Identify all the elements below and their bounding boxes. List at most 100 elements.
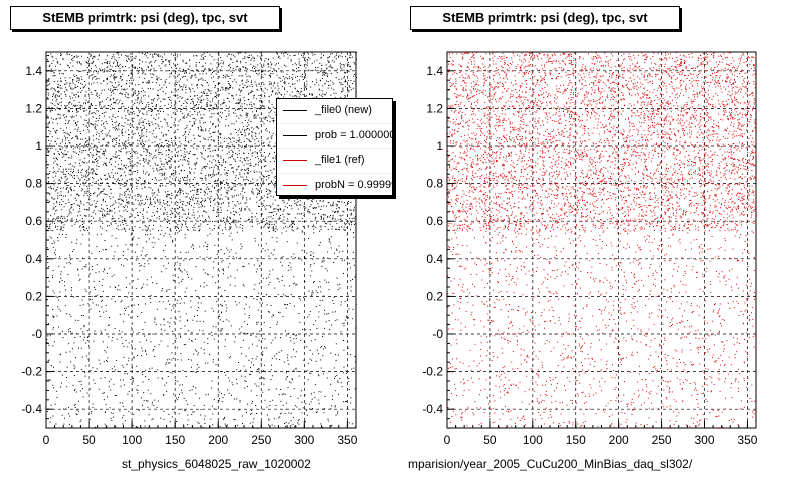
- scatter-point: [187, 193, 189, 195]
- scatter-point: [146, 111, 148, 113]
- scatter-point: [197, 107, 199, 109]
- scatter-point: [197, 189, 199, 190]
- scatter-point: [268, 212, 270, 214]
- scatter-point: [262, 181, 264, 183]
- scatter-point: [291, 77, 293, 79]
- scatter-point: [218, 221, 219, 223]
- scatter-point: [149, 199, 151, 200]
- scatter-point: [101, 211, 103, 212]
- scatter-point: [48, 130, 50, 131]
- scatter-point: [324, 226, 326, 227]
- scatter-point: [120, 160, 122, 162]
- scatter-point: [84, 141, 86, 143]
- scatter-point: [186, 109, 188, 111]
- scatter-point: [104, 68, 106, 70]
- scatter-point: [110, 192, 112, 194]
- scatter-point: [128, 142, 130, 144]
- scatter-point: [142, 73, 144, 75]
- scatter-point: [283, 200, 285, 202]
- scatter-point: [175, 176, 177, 178]
- scatter-point: [217, 212, 219, 214]
- scatter-point: [307, 53, 309, 55]
- scatter-point: [185, 192, 187, 194]
- scatter-point: [197, 97, 199, 99]
- scatter-point: [332, 210, 334, 212]
- scatter-point: [229, 216, 231, 218]
- scatter-point: [57, 95, 58, 97]
- scatter-point: [253, 103, 255, 105]
- scatter-point: [88, 121, 90, 123]
- scatter-point: [254, 172, 256, 173]
- scatter-point: [349, 209, 351, 211]
- scatter-point: [110, 222, 112, 224]
- scatter-point: [103, 71, 105, 73]
- scatter-point: [106, 178, 108, 180]
- scatter-point: [67, 109, 69, 111]
- scatter-point: [164, 203, 166, 205]
- scatter-point: [221, 146, 223, 148]
- scatter-point: [236, 211, 237, 213]
- scatter-point: [333, 61, 335, 63]
- scatter-point: [121, 221, 123, 223]
- scatter-point: [256, 212, 258, 214]
- scatter-point: [217, 156, 219, 158]
- scatter-point: [80, 190, 82, 192]
- scatter-point: [335, 203, 337, 205]
- scatter-point: [62, 168, 64, 170]
- scatter-point: [214, 225, 216, 227]
- scatter-point: [125, 152, 127, 154]
- scatter-point: [188, 141, 190, 143]
- scatter-point: [207, 139, 209, 141]
- scatter-point: [94, 89, 96, 91]
- scatter-point: [262, 180, 264, 182]
- scatter-point: [239, 98, 241, 100]
- scatter-point: [212, 210, 214, 212]
- scatter-point: [157, 124, 159, 126]
- scatter-point: [147, 81, 148, 83]
- scatter-point: [118, 143, 120, 145]
- scatter-point: [327, 221, 329, 223]
- scatter-point: [123, 125, 125, 127]
- scatter-point: [57, 217, 59, 219]
- scatter-point: [136, 126, 138, 128]
- scatter-point: [182, 112, 184, 114]
- scatter-point: [75, 96, 77, 98]
- scatter-point: [121, 54, 122, 56]
- scatter-point: [197, 197, 199, 199]
- scatter-point: [125, 148, 127, 150]
- scatter-point: [294, 83, 296, 85]
- scatter-point: [250, 149, 251, 151]
- scatter-point: [47, 147, 49, 149]
- scatter-point: [230, 212, 232, 214]
- scatter-point: [222, 202, 224, 204]
- scatter-point: [76, 61, 78, 63]
- scatter-point: [123, 145, 125, 146]
- scatter-point: [94, 76, 96, 78]
- scatter-point: [122, 201, 124, 202]
- scatter-point: [104, 210, 106, 212]
- scatter-point: [215, 85, 216, 87]
- scatter-point: [122, 131, 124, 133]
- scatter-point: [96, 161, 98, 162]
- scatter-point: [239, 160, 241, 162]
- scatter-point: [146, 129, 148, 130]
- scatter-point: [254, 139, 256, 141]
- scatter-point: [166, 196, 168, 198]
- scatter-point: [179, 70, 181, 72]
- scatter-point: [311, 62, 313, 64]
- scatter-point: [179, 201, 181, 203]
- scatter-point: [115, 102, 117, 104]
- scatter-point: [197, 211, 199, 213]
- scatter-point: [171, 207, 173, 209]
- scatter-point: [185, 196, 187, 198]
- scatter-point: [268, 101, 270, 103]
- scatter-point: [146, 123, 148, 124]
- scatter-point: [208, 84, 210, 86]
- scatter-point: [62, 73, 64, 75]
- scatter-point: [163, 200, 165, 201]
- scatter-point: [52, 110, 53, 111]
- scatter-point: [350, 209, 352, 211]
- scatter-point: [47, 115, 49, 117]
- scatter-point: [236, 102, 238, 104]
- scatter-point: [159, 152, 161, 154]
